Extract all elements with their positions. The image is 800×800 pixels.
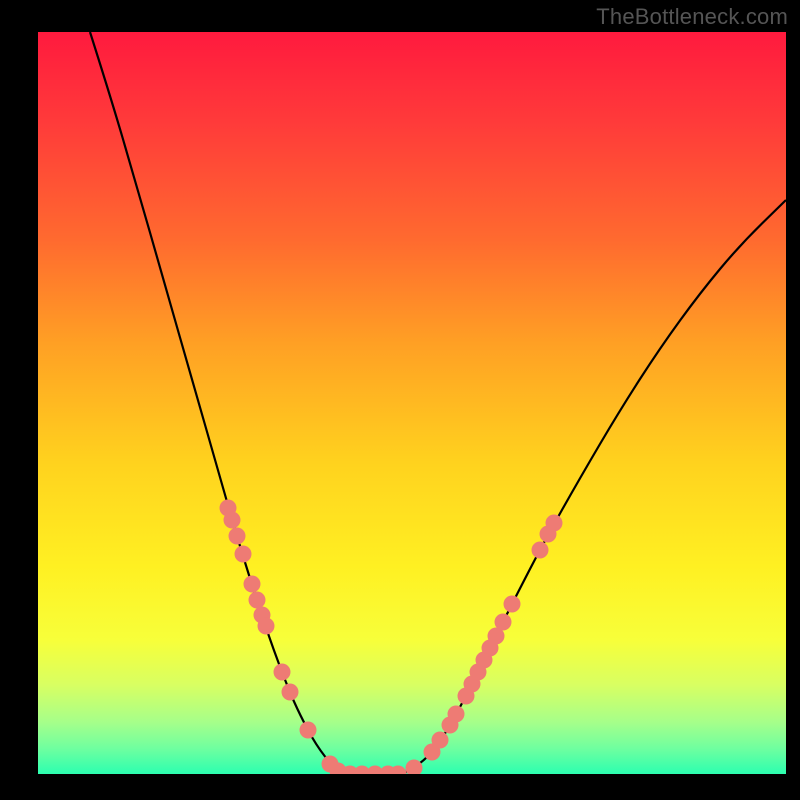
curve-marker [224, 512, 241, 529]
curve-marker [504, 596, 521, 613]
curve-marker [274, 664, 291, 681]
frame-border-right [786, 0, 800, 800]
curve-marker [249, 592, 266, 609]
frame-border-bottom [0, 774, 800, 800]
curve-marker [235, 546, 252, 563]
curve-marker [258, 618, 275, 635]
curve-marker [282, 684, 299, 701]
curve-marker [229, 528, 246, 545]
watermark-label: TheBottleneck.com [596, 4, 788, 30]
curve-marker [244, 576, 261, 593]
curve-marker [448, 706, 465, 723]
curve-marker [546, 515, 563, 532]
curve-marker [300, 722, 317, 739]
plot-background [38, 32, 786, 774]
frame-border-left [0, 0, 38, 800]
curve-marker [406, 760, 423, 777]
curve-marker [432, 732, 449, 749]
curve-marker [495, 614, 512, 631]
chart-svg [0, 0, 800, 800]
curve-marker [532, 542, 549, 559]
chart-container: TheBottleneck.com [0, 0, 800, 800]
